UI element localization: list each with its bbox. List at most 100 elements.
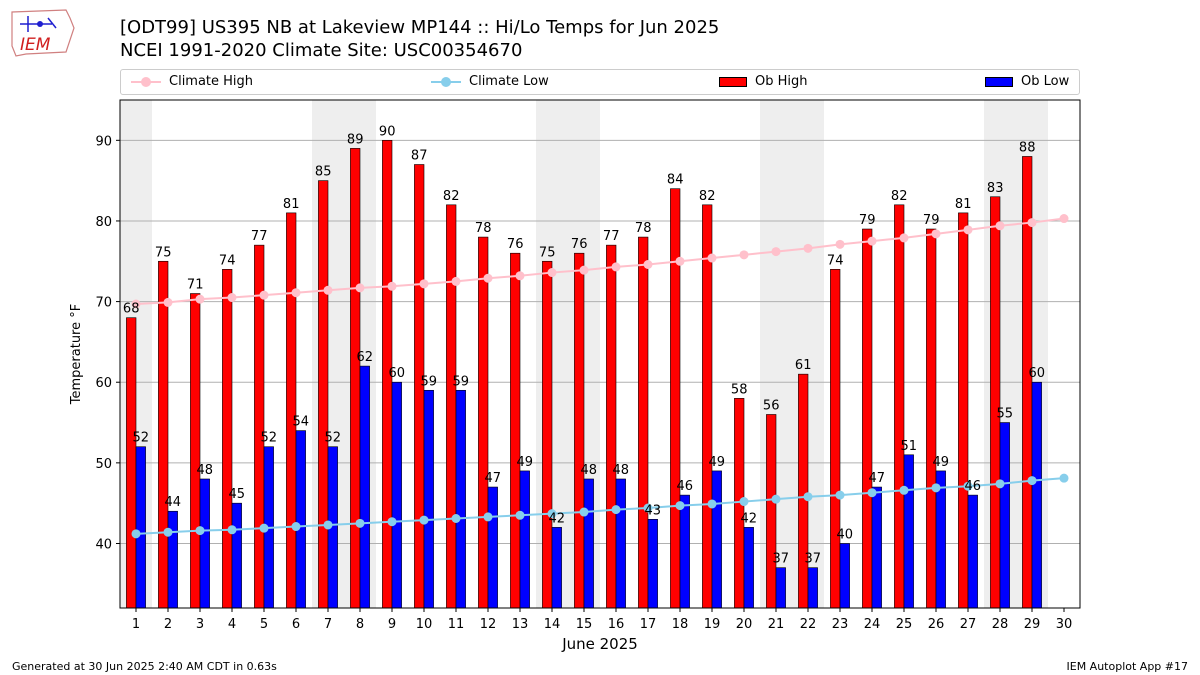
climate-low-point [1059, 473, 1069, 483]
ob-high-bar [158, 260, 169, 609]
ob-low-bar [743, 527, 754, 609]
climate-low-point [899, 485, 909, 495]
x-tick-label: 17 [640, 617, 657, 632]
ob-low-bar [199, 478, 210, 609]
climate-low-point [867, 488, 877, 498]
x-tick-label: 16 [608, 617, 625, 632]
ob-low-bar [455, 389, 466, 609]
climate-high-point [323, 285, 333, 295]
ob-high-bar [574, 252, 585, 609]
legend-label: Ob High [755, 74, 808, 89]
climate-high-point [387, 281, 397, 291]
x-tick-label: 22 [800, 617, 817, 632]
ob-high-bar [190, 293, 201, 609]
weekend-band [536, 100, 600, 608]
climate-low-point [163, 527, 173, 537]
climate-high-point [195, 294, 205, 304]
ob-high-bar [798, 373, 809, 609]
svg-text:IEM: IEM [20, 35, 51, 55]
climate-high-point [547, 268, 557, 278]
climate-high-point [739, 250, 749, 260]
ob-high-bar [1022, 156, 1033, 609]
ob-high-bar [350, 148, 361, 609]
ob-low-label: 59 [421, 374, 438, 389]
ob-high-label: 83 [987, 181, 1004, 196]
ob-low-label: 54 [293, 415, 310, 430]
chart-title: [ODT99] US395 NB at Lakeview MP144 :: Hi… [120, 17, 720, 38]
chart-legend: Climate High Climate Low Ob High Ob Low [120, 69, 1080, 95]
ob-high-bar [510, 252, 521, 609]
ob-low-label: 46 [965, 479, 982, 494]
climate-high-point [291, 288, 301, 298]
ob-low-bar [327, 446, 338, 609]
climate-low-point [259, 523, 269, 533]
ob-high-bar [702, 204, 713, 609]
climate-high-point [483, 273, 493, 283]
climate-high-line [135, 217, 1065, 306]
x-tick-label: 28 [992, 617, 1009, 632]
climate-high-point [835, 239, 845, 249]
climate-low-point [771, 494, 781, 504]
ob-high-label: 71 [187, 278, 204, 293]
ob-low-label: 37 [773, 552, 790, 567]
climate-low-point [227, 525, 237, 535]
ob-low-label: 43 [645, 503, 662, 518]
ob-high-bar [254, 244, 265, 609]
y-tick-label: 60 [95, 376, 112, 391]
weekend-band [984, 100, 1048, 608]
climate-high-point [131, 299, 141, 309]
ob-low-label: 42 [741, 511, 758, 526]
ob-low-label: 55 [997, 407, 1014, 422]
x-tick-label: 27 [960, 617, 977, 632]
ob-high-label: 84 [667, 173, 684, 188]
x-tick-label: 13 [512, 617, 529, 632]
ob-low-bar [903, 454, 914, 609]
y-tick-label: 90 [95, 134, 112, 149]
climate-low-point [131, 529, 141, 539]
ob-high-label: 75 [539, 245, 556, 260]
climate-low-point [355, 518, 365, 528]
legend-item-climate-low: Climate Low [431, 74, 549, 89]
ob-high-label: 61 [795, 358, 812, 373]
ob-high-label: 79 [923, 213, 940, 228]
y-tick-label: 70 [95, 296, 112, 311]
climate-high-point [515, 271, 525, 281]
ob-low-label: 48 [197, 463, 214, 478]
ob-low-label: 49 [517, 455, 534, 470]
ob-high-bar [222, 269, 233, 609]
x-axis-label: June 2025 [561, 635, 638, 653]
ob-high-bar [670, 188, 681, 609]
ob-low-bar [135, 446, 146, 609]
climate-high-point [579, 265, 589, 275]
ob-low-label: 60 [389, 366, 406, 381]
ob-high-label: 58 [731, 382, 748, 397]
ob-high-label: 76 [507, 237, 524, 252]
ob-high-bar [862, 228, 873, 609]
ob-low-label: 47 [869, 471, 886, 486]
ob-low-label: 37 [805, 552, 822, 567]
ob-high-label: 82 [891, 189, 908, 204]
ob-low-bar [391, 381, 402, 609]
ob-high-bar [286, 212, 297, 609]
chart-subtitle: NCEI 1991-2020 Climate Site: USC00354670 [120, 40, 523, 61]
ob-low-label: 48 [581, 463, 598, 478]
y-tick-label: 50 [95, 457, 112, 472]
ob-low-bar [711, 470, 722, 609]
climate-high-point [163, 297, 173, 307]
ob-high-label: 79 [859, 213, 876, 228]
ob-high-bar [766, 414, 777, 609]
climate-high-point [611, 262, 621, 272]
ob-high-label: 89 [347, 132, 364, 147]
x-tick-label: 14 [544, 617, 561, 632]
ob-high-bar [478, 236, 489, 609]
x-tick-label: 19 [704, 617, 721, 632]
ob-high-label: 88 [1019, 140, 1036, 155]
ob-high-label: 78 [475, 221, 492, 236]
ob-low-label: 60 [1029, 366, 1046, 381]
legend-swatch-climate-low [431, 76, 461, 87]
climate-low-point [675, 501, 685, 511]
legend-label: Ob Low [1021, 74, 1070, 89]
ob-low-bar [935, 470, 946, 609]
x-tick-label: 18 [672, 617, 689, 632]
